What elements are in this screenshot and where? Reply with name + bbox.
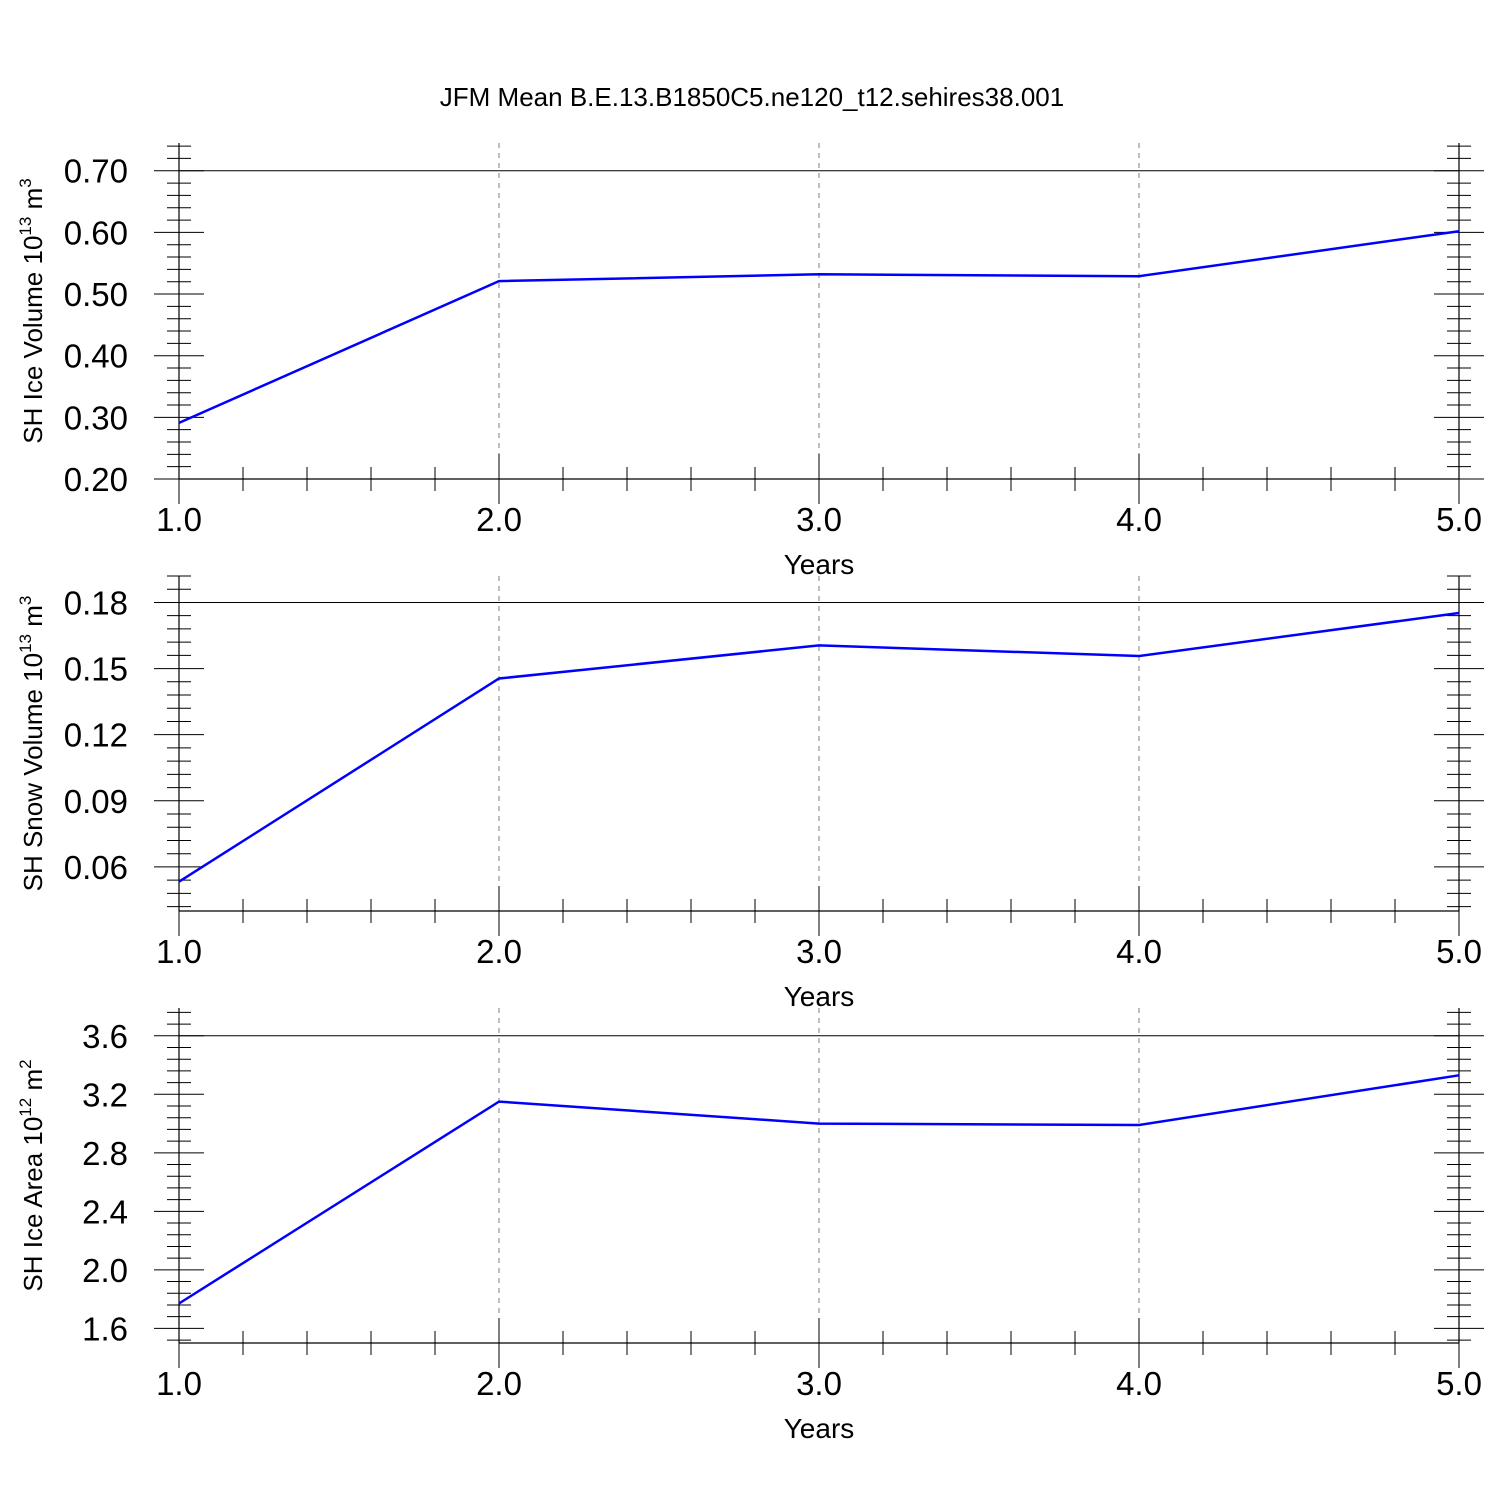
y-label-main: SH Ice Area 10 xyxy=(18,1117,48,1292)
y-tick-label: 0.20 xyxy=(64,461,128,498)
y-tick-label: 0.06 xyxy=(64,849,128,886)
x-tick-label: 3.0 xyxy=(796,933,842,970)
x-tick-label: 5.0 xyxy=(1436,933,1482,970)
y-tick-label: 0.12 xyxy=(64,717,128,754)
x-tick-label: 1.0 xyxy=(156,933,202,970)
x-tick-label: 1.0 xyxy=(156,501,202,538)
y-axis-label: SH Snow Volume 1013 m3 xyxy=(16,596,48,892)
y-label-unit-exponent: 3 xyxy=(16,178,35,187)
x-axis-label: Years xyxy=(784,981,855,1012)
y-label-exponent: 13 xyxy=(16,217,35,236)
panel-3: 1.6 2.0 2.4 2.8 3.2 3.6 1.0 2.0 3.0 4.0 5.0 Years SH… xyxy=(16,1008,1484,1444)
y-tick-label: 0.30 xyxy=(64,399,128,436)
chart-title: JFM Mean B.E.13.B1850C5.ne120_t12.sehire… xyxy=(440,82,1064,112)
y-tick-label: 1.6 xyxy=(82,1310,128,1347)
y-label-unit-exponent: 3 xyxy=(16,596,35,605)
y-label-main: SH Ice Volume 10 xyxy=(18,236,48,444)
y-tick-label: 0.40 xyxy=(64,338,128,375)
y-tick-label: 0.70 xyxy=(64,153,128,190)
x-axis-label: Years xyxy=(784,549,855,580)
x-tick-label: 2.0 xyxy=(476,1365,522,1402)
panels: 0.20 0.30 0.40 0.50 0.60 0.70 1.0 2.0 3.0 4.0 5.0 Y… xyxy=(16,143,1484,1444)
y-tick-label: 2.4 xyxy=(82,1193,128,1230)
y-tick-label: 2.0 xyxy=(82,1252,128,1289)
y-tick-label: 0.60 xyxy=(64,214,128,251)
y-label-unit: m xyxy=(18,605,48,634)
y-tick-label: 3.6 xyxy=(82,1018,128,1055)
x-tick-label: 3.0 xyxy=(796,501,842,538)
y-label-main: SH Snow Volume 10 xyxy=(18,653,48,891)
x-tick-label: 5.0 xyxy=(1436,501,1482,538)
y-label-exponent: 12 xyxy=(16,1098,35,1117)
y-label-unit-exponent: 2 xyxy=(16,1059,35,1068)
x-tick-label: 2.0 xyxy=(476,501,522,538)
y-tick-label: 0.15 xyxy=(64,651,128,688)
y-label-unit: m xyxy=(18,188,48,217)
panel-2: 0.06 0.09 0.12 0.15 0.18 1.0 2.0 3.0 4.0 5.0 Years… xyxy=(16,575,1484,1012)
x-tick-label: 4.0 xyxy=(1116,1365,1162,1402)
x-tick-label: 4.0 xyxy=(1116,933,1162,970)
panel-1: 0.20 0.30 0.40 0.50 0.60 0.70 1.0 2.0 3.0 4.0 5.0 Y… xyxy=(16,143,1484,580)
y-axis-label: SH Ice Area 1012 m2 xyxy=(16,1059,48,1291)
x-tick-label: 2.0 xyxy=(476,933,522,970)
y-tick-label: 0.50 xyxy=(64,276,128,313)
x-tick-label: 1.0 xyxy=(156,1365,202,1402)
y-label-unit: m xyxy=(18,1069,48,1098)
y-axis-label: SH Ice Volume 1013 m3 xyxy=(16,178,48,443)
x-axis-label: Years xyxy=(784,1413,855,1444)
y-tick-label: 3.2 xyxy=(82,1076,128,1113)
x-tick-label: 3.0 xyxy=(796,1365,842,1402)
y-tick-label: 0.09 xyxy=(64,783,128,820)
x-tick-label: 5.0 xyxy=(1436,1365,1482,1402)
y-label-exponent: 13 xyxy=(16,634,35,653)
y-tick-label: 0.18 xyxy=(64,584,128,621)
x-tick-label: 4.0 xyxy=(1116,501,1162,538)
y-tick-label: 2.8 xyxy=(82,1135,128,1172)
